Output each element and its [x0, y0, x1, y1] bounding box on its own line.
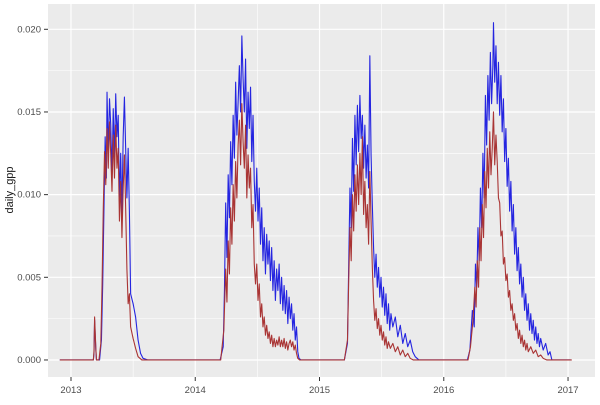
x-tick-label: 2016 — [433, 385, 454, 396]
y-tick-label: 0.005 — [17, 272, 41, 283]
x-tick-label: 2014 — [185, 385, 206, 396]
x-tick-label: 2013 — [60, 385, 81, 396]
y-tick-label: 0.000 — [17, 355, 41, 366]
y-tick-label: 0.015 — [17, 107, 41, 118]
dark-red-series-line — [59, 103, 572, 361]
x-tick-label: 2017 — [557, 385, 578, 396]
y-tick-label: 0.020 — [17, 24, 41, 35]
plot-panel — [48, 4, 595, 377]
y-tick-label: 0.010 — [17, 190, 41, 201]
blue-series-line — [59, 22, 571, 361]
x-tick-label: 2015 — [309, 385, 330, 396]
